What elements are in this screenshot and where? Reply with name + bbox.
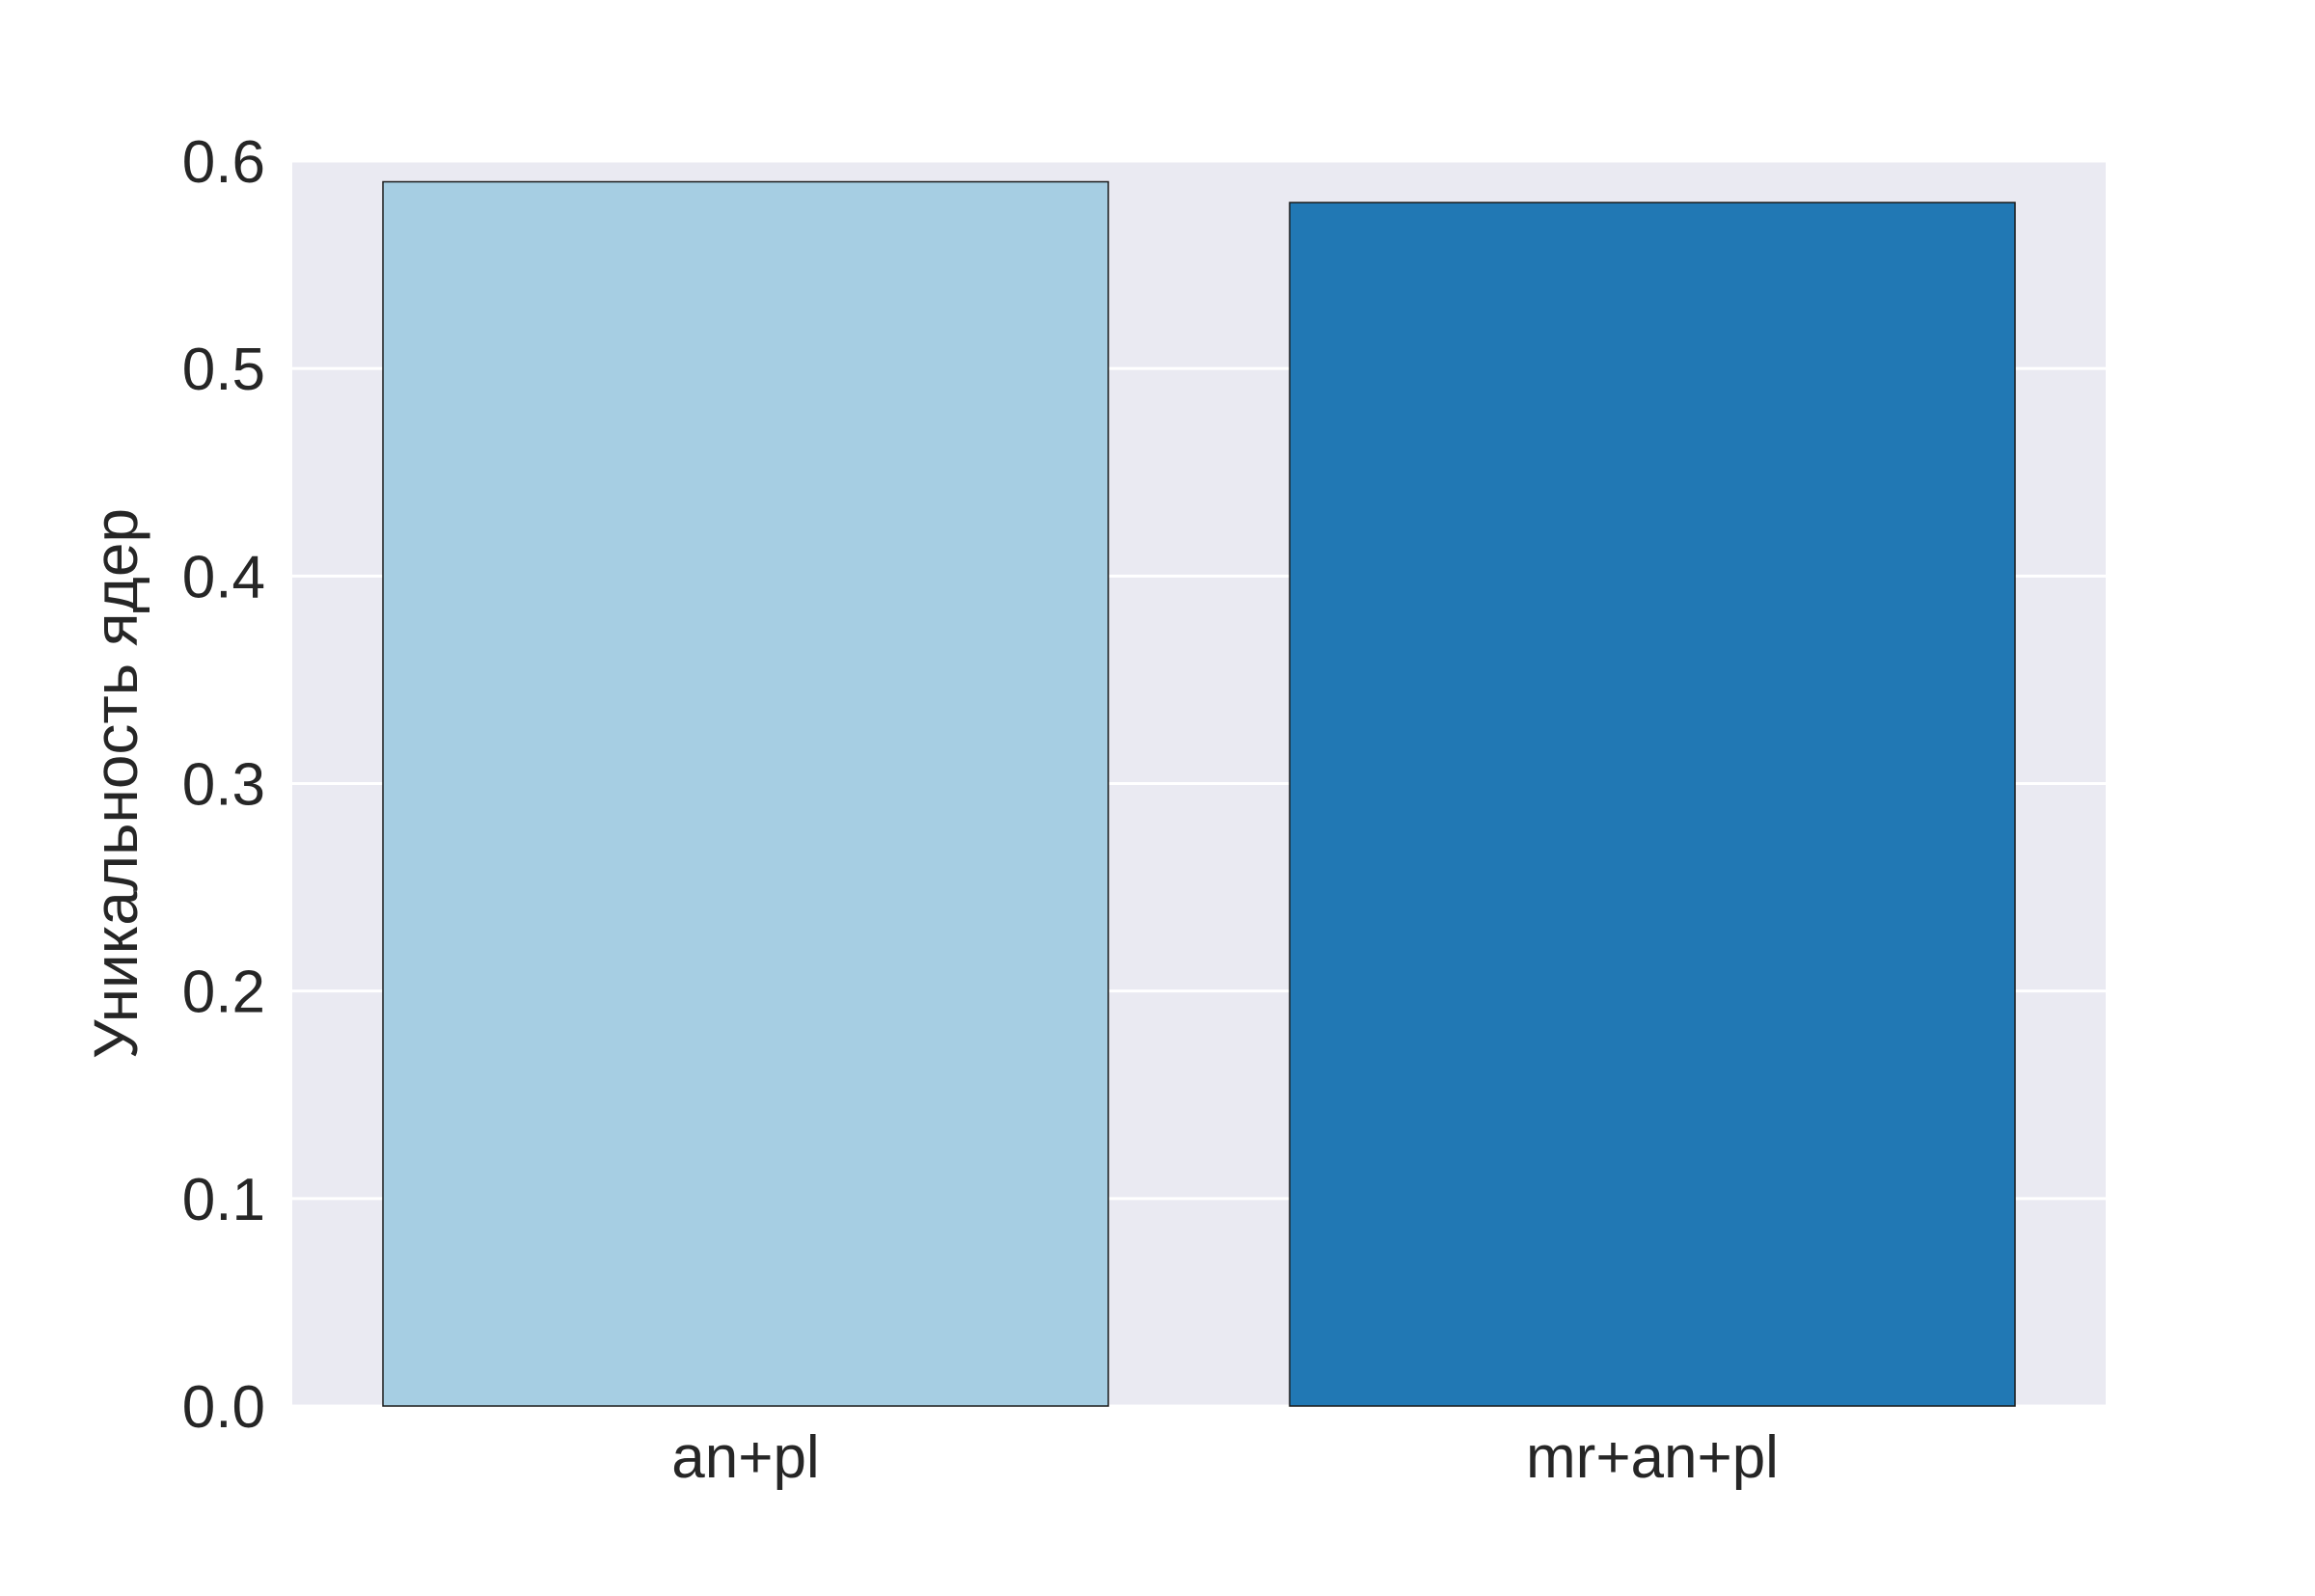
y-tick-label: 0.0 <box>182 1374 265 1441</box>
x-tick-label: an+pl <box>671 1424 819 1491</box>
bar-mr+an+pl <box>1289 202 2016 1407</box>
y-tick-label: 0.2 <box>182 960 265 1026</box>
y-tick-label: 0.3 <box>182 752 265 819</box>
y-tick-label: 0.5 <box>182 337 265 403</box>
y-tick-labels: 0.0 0.1 0.2 0.3 0.4 0.5 0.6 <box>182 129 265 1441</box>
y-tick-label: 0.1 <box>182 1167 265 1233</box>
x-tick-label: mr+an+pl <box>1526 1424 1779 1491</box>
bars <box>382 180 2016 1407</box>
y-tick-label: 0.6 <box>182 129 265 196</box>
y-tick-label: 0.4 <box>182 544 265 610</box>
bar-an+pl <box>382 180 1109 1407</box>
y-axis-label: Уникальность ядер <box>81 508 150 1059</box>
x-tick-labels: an+pl mr+an+pl <box>671 1424 1779 1491</box>
